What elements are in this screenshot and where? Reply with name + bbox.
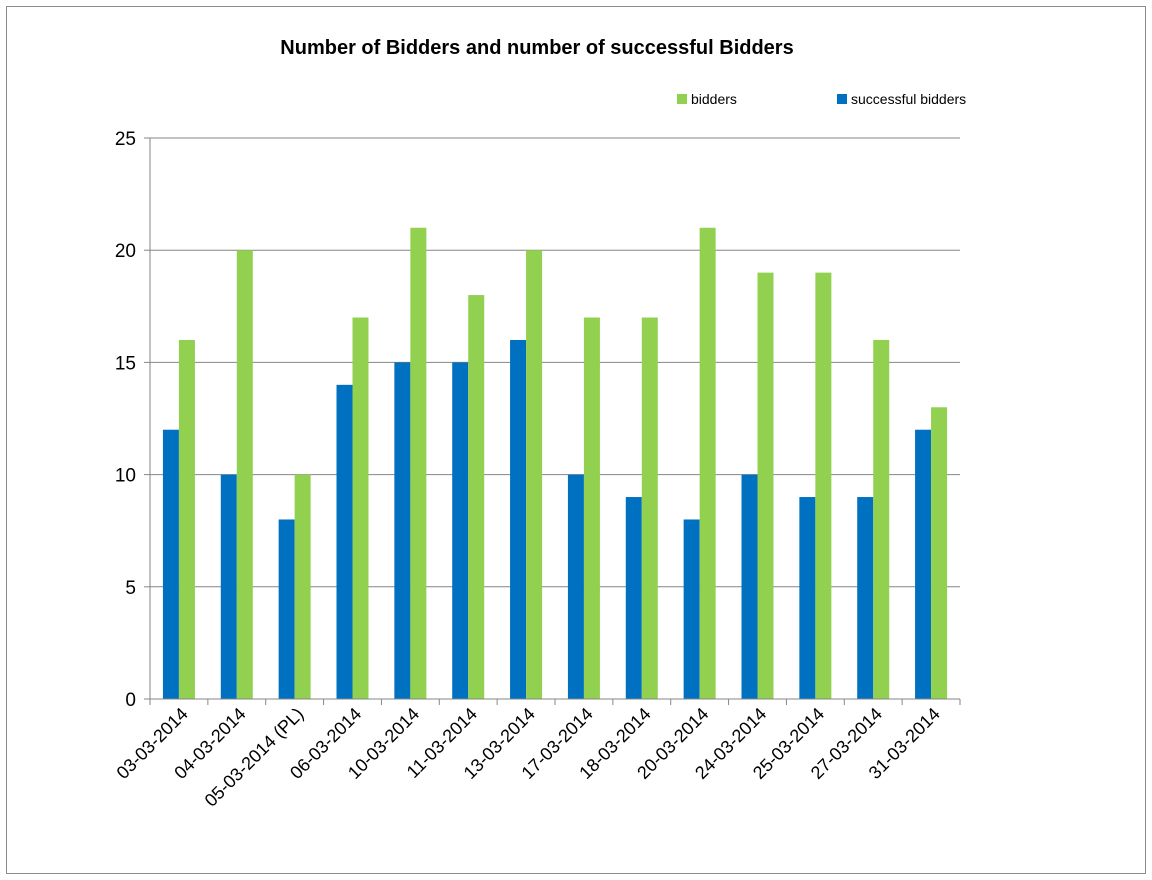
bar-bidders [873,339,890,699]
bar-bidders [699,227,716,699]
bar-successful-bidders [741,474,758,699]
x-tick-label: 05-03-2014 (PL) [201,704,308,811]
bar-successful-bidders [336,384,353,699]
legend-swatch [677,94,687,104]
y-tick-label: 20 [115,241,136,262]
bar-successful-bidders [220,474,237,699]
bar-bidders [410,227,427,699]
y-tick-label: 15 [115,353,136,374]
bar-bidders [178,339,195,699]
y-axis-ticks: 0 5 10 15 20 25 [115,129,150,711]
axes-group [149,138,960,700]
bar-successful-bidders [915,429,932,699]
bar-bidders [294,474,311,699]
chart-canvas: Number of Bidders and number of successf… [113,37,967,811]
bar-bidders [583,317,600,699]
chart-legend: bidders successful bidders [677,91,966,107]
bar-successful-bidders [683,519,700,699]
bar-successful-bidders [625,497,642,699]
chart-title: Number of Bidders and number of successf… [280,37,793,59]
bar-bidders [468,295,485,699]
bar-bidders [236,250,253,699]
bar-successful-bidders [394,362,411,699]
y-tick-label: 25 [115,129,136,150]
bar-successful-bidders [799,497,816,699]
y-tick-label: 10 [115,466,136,487]
y-tick-label: 5 [125,578,136,599]
bar-bidders [931,407,948,699]
bar-bidders [526,250,543,699]
bar-successful-bidders [567,474,584,699]
bar-bidders [757,272,774,699]
bar-bidders [815,272,832,699]
y-tick-label: 0 [125,690,136,711]
bars-group [162,227,948,699]
bar-successful-bidders [278,519,295,699]
grid-lines [150,137,960,588]
chart-frame: Number of Bidders and number of successf… [6,6,1146,874]
bar-bidders [641,317,658,699]
bar-successful-bidders [162,429,179,699]
bar-successful-bidders [857,497,874,699]
legend-label: bidders [691,91,737,107]
bar-successful-bidders [452,362,469,699]
legend-swatch [837,94,847,104]
legend-label: successful bidders [851,91,966,107]
bar-successful-bidders [510,339,527,699]
bar-bidders [352,317,369,699]
